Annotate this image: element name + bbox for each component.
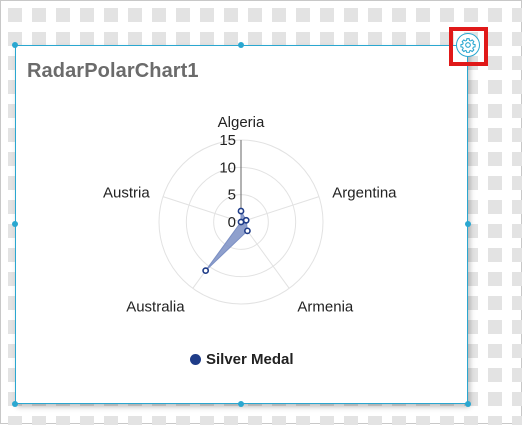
- data-point-australia: [202, 267, 210, 275]
- resize-handle-bottom[interactable]: [238, 401, 244, 407]
- settings-highlight-box: [449, 27, 488, 66]
- resize-handle-top-left[interactable]: [12, 42, 18, 48]
- resize-handle-bottom-right[interactable]: [465, 401, 471, 407]
- radial-tick-label-3: 15: [219, 132, 236, 149]
- radial-tick-label-1: 5: [228, 187, 236, 204]
- legend-swatch: [190, 354, 201, 365]
- spoke-1: [240, 196, 320, 223]
- spoke-4: [162, 196, 242, 223]
- chart-legend[interactable]: Silver Medal: [190, 351, 294, 368]
- gear-icon: [460, 38, 476, 53]
- data-point-armenia: [244, 227, 251, 235]
- legend-label-silver-medal: Silver Medal: [206, 351, 294, 368]
- data-point-algeria: [237, 207, 245, 215]
- widget-title: RadarPolarChart1: [27, 60, 199, 82]
- category-label-austria: Austria: [103, 184, 150, 201]
- radial-tick-label-0: 0: [228, 214, 236, 231]
- category-label-argentina: Argentina: [332, 184, 397, 201]
- category-label-algeria: Algeria: [218, 114, 265, 131]
- resize-handle-left[interactable]: [12, 221, 18, 227]
- resize-handle-right[interactable]: [465, 221, 471, 227]
- settings-button[interactable]: [456, 33, 480, 57]
- category-label-armenia: Armenia: [297, 299, 354, 316]
- radial-tick-label-2: 10: [219, 159, 236, 176]
- category-label-australia: Australia: [126, 299, 185, 316]
- data-point-austria: [237, 218, 245, 226]
- resize-handle-bottom-left[interactable]: [12, 401, 18, 407]
- resize-handle-top[interactable]: [238, 42, 244, 48]
